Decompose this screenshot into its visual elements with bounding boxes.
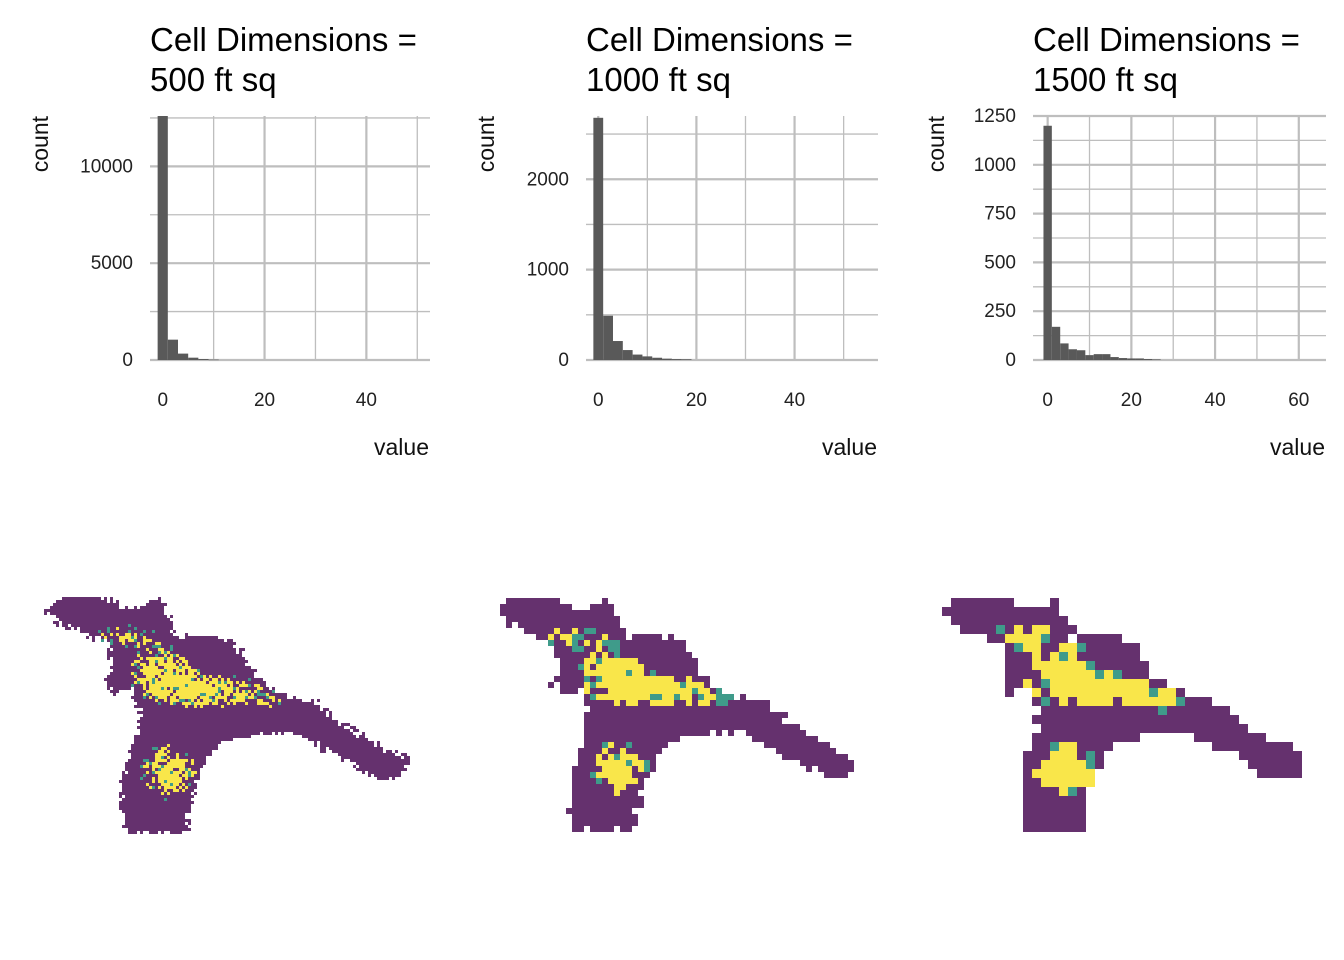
y-tick-label: 1000: [974, 155, 1016, 176]
x-tick-label: 20: [254, 390, 275, 411]
y-tick-label: 5000: [91, 253, 133, 274]
x-axis-title: value: [374, 434, 429, 460]
x-tick-label: 0: [157, 390, 168, 411]
y-axis-title: count: [473, 115, 499, 172]
histogram-bar: [178, 353, 189, 360]
histogram-bar: [1135, 358, 1144, 360]
histogram-bar: [1068, 349, 1077, 360]
histogram-bar: [662, 358, 672, 360]
histogram-bar: [1076, 350, 1086, 360]
histogram-bar: [1143, 359, 1153, 360]
histogram-bar: [1118, 358, 1128, 360]
y-tick-label: 0: [558, 350, 569, 371]
y-tick-label: 250: [984, 301, 1016, 322]
x-tick-label: 0: [593, 390, 604, 411]
chart-title-line: Cell Dimensions =: [1033, 21, 1300, 58]
histogram-bar: [167, 339, 178, 360]
histogram-panel-3: 0 250 500 750 1000 1250 0 20 40 60 value count Cell …: [923, 21, 1326, 460]
raster-map-panel-1: [44, 597, 410, 834]
x-tick-label: 20: [686, 390, 707, 411]
y-tick-label: 1250: [974, 106, 1016, 127]
histogram-bar: [198, 359, 209, 360]
y-tick-label: 750: [984, 204, 1016, 225]
raster-map-panel-3: [942, 598, 1302, 832]
histogram-bar: [593, 117, 604, 361]
x-axis-title: value: [822, 434, 877, 460]
histogram-bar: [681, 359, 692, 360]
y-tick-label: 0: [1005, 350, 1016, 371]
raster-map-panel-2: [500, 598, 854, 832]
histogram-bar: [622, 350, 633, 360]
histogram-bar: [642, 356, 653, 360]
x-tick-label: 40: [784, 390, 805, 411]
y-tick-label: 500: [984, 252, 1016, 273]
raster-cells: [1005, 625, 1176, 796]
x-axis-title: value: [1270, 434, 1325, 460]
histogram-bar: [1043, 125, 1052, 360]
y-axis-title: count: [923, 115, 949, 172]
histogram-bar: [208, 359, 219, 361]
chart-title-line: 500 ft sq: [150, 61, 277, 98]
y-tick-label: 10000: [80, 156, 133, 177]
y-tick-label: 2000: [527, 169, 569, 190]
histogram-bar: [1110, 357, 1119, 360]
x-tick-label: 60: [1288, 390, 1309, 411]
histogram-bar: [603, 315, 613, 360]
chart-title-line: Cell Dimensions =: [586, 21, 853, 58]
histogram-bar: [612, 341, 623, 360]
histogram-bar: [1085, 355, 1094, 360]
histogram-bar: [632, 354, 643, 360]
histogram-panel-1: 0 5000 10000 0 20 40 value count Cell Dimensions…: [27, 21, 430, 460]
histogram-bar: [157, 116, 168, 360]
raster-cells: [44, 597, 410, 834]
histogram-bar: [671, 359, 682, 360]
y-axis-title: count: [27, 115, 53, 172]
histogram-bar: [1102, 354, 1111, 360]
chart-title-line: 1500 ft sq: [1033, 61, 1178, 98]
raster-cells: [548, 628, 716, 796]
histogram-bar: [1093, 354, 1103, 360]
histogram-bar: [652, 357, 663, 360]
histogram-bar: [1060, 343, 1069, 360]
y-tick-label: 0: [122, 350, 133, 371]
x-tick-label: 40: [356, 390, 377, 411]
chart-title-line: 1000 ft sq: [586, 61, 731, 98]
histogram-bar: [1127, 358, 1136, 360]
x-tick-label: 0: [1042, 390, 1053, 411]
chart-title-line: Cell Dimensions =: [150, 21, 417, 58]
histogram-panel-2: 0 1000 2000 0 20 40 value count Cell Dimensions …: [473, 21, 878, 460]
histogram-bar: [1051, 326, 1061, 360]
raster-cells: [996, 625, 1185, 796]
histogram-bar: [1152, 359, 1161, 360]
raster-cells: [500, 598, 854, 832]
x-tick-label: 20: [1121, 390, 1142, 411]
y-tick-label: 1000: [527, 260, 569, 281]
raster-map-panels: [44, 597, 1302, 834]
x-tick-label: 40: [1205, 390, 1226, 411]
raster-cells: [101, 627, 281, 795]
histogram-bar: [188, 357, 199, 360]
